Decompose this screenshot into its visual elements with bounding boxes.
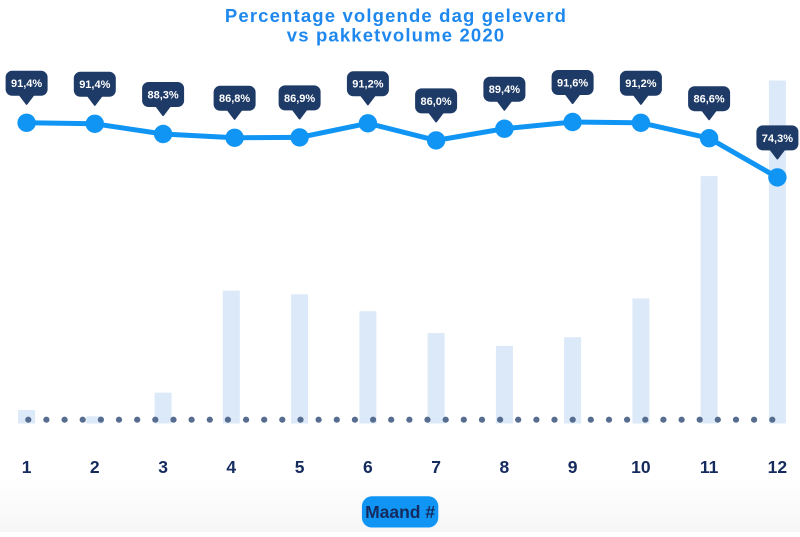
svg-text:91,2%: 91,2% [625, 78, 656, 90]
svg-text:91,4%: 91,4% [79, 79, 110, 91]
svg-text:4: 4 [226, 457, 236, 477]
svg-text:86,6%: 86,6% [693, 94, 724, 106]
svg-text:10: 10 [631, 457, 651, 477]
svg-text:Percentage volgende dag geleve: Percentage volgende dag geleverd [225, 5, 567, 26]
svg-text:vs pakketvolume 2020: vs pakketvolume 2020 [287, 25, 505, 46]
svg-text:12: 12 [768, 457, 788, 477]
svg-text:3: 3 [158, 457, 168, 477]
svg-text:2: 2 [90, 457, 100, 477]
svg-text:86,9%: 86,9% [284, 93, 315, 105]
svg-text:89,4%: 89,4% [489, 84, 520, 96]
svg-text:Maand #: Maand # [365, 502, 435, 522]
svg-text:91,4%: 91,4% [11, 78, 42, 90]
svg-text:11: 11 [700, 457, 719, 477]
svg-text:7: 7 [431, 457, 441, 477]
svg-text:6: 6 [363, 457, 373, 477]
svg-text:86,8%: 86,8% [219, 93, 250, 105]
svg-text:5: 5 [295, 457, 305, 477]
svg-text:9: 9 [568, 457, 578, 477]
svg-text:88,3%: 88,3% [147, 89, 178, 101]
svg-text:8: 8 [500, 457, 510, 477]
svg-text:74,3%: 74,3% [762, 133, 793, 145]
svg-text:1: 1 [22, 457, 32, 477]
svg-text:91,6%: 91,6% [557, 77, 588, 89]
svg-text:86,0%: 86,0% [420, 96, 451, 108]
svg-text:91,2%: 91,2% [352, 79, 383, 91]
